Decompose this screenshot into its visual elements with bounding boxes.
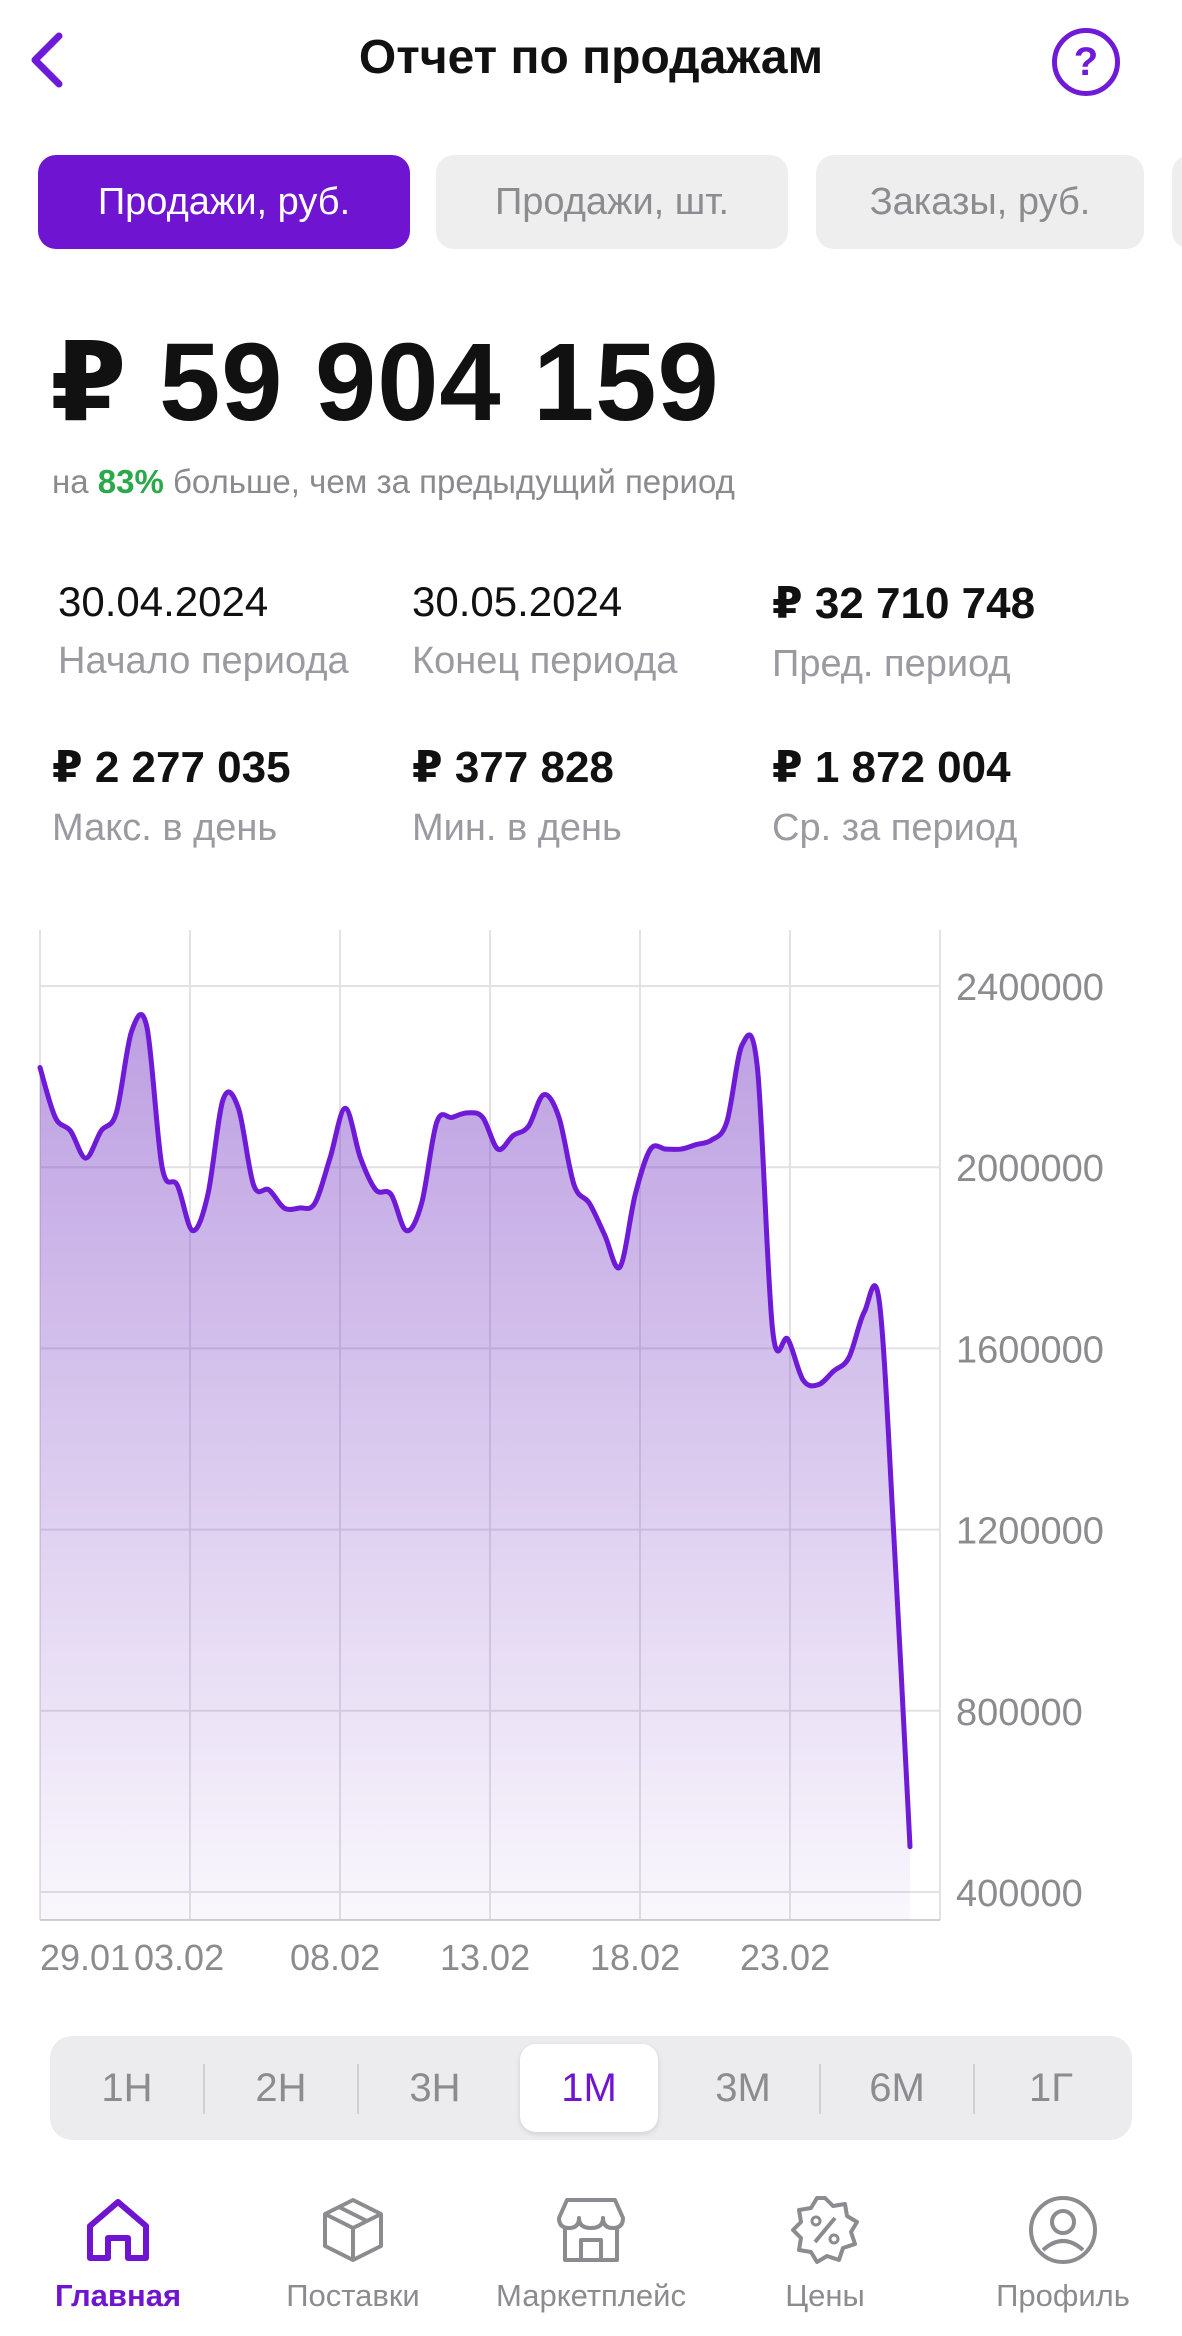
total-sales-value: ₽ 59 904 159 <box>50 321 720 444</box>
stat-label: Пред. период <box>772 643 1011 685</box>
stat-value: ₽ 2 277 035 <box>52 743 291 792</box>
period-3m[interactable]: 3М <box>715 2065 771 2110</box>
stat-label: Мин. в день <box>412 807 622 849</box>
change-suffix: больше, чем за предыдущий период <box>163 463 735 500</box>
stat-min-day: ₽ 377 828 Мин. в день <box>412 742 622 850</box>
y-tick-label: 2000000 <box>956 1148 1104 1190</box>
stat-period-end: 30.05.2024 Конец периода <box>412 578 677 683</box>
x-tick-label: 29.01 <box>40 1937 130 1978</box>
tab-sales-rub[interactable]: Продажи, руб. <box>38 155 410 249</box>
help-button[interactable]: ? <box>1052 28 1120 96</box>
nav-profile[interactable]: Профиль <box>968 2190 1158 2330</box>
home-icon <box>78 2190 158 2270</box>
y-tick-label: 400000 <box>956 1873 1083 1915</box>
sales-chart[interactable]: 2400000 2000000 1600000 1200000 800000 400000… <box>0 930 1182 1990</box>
y-tick-label: 1600000 <box>956 1329 1104 1371</box>
x-tick-label: 03.02 <box>134 1937 224 1978</box>
question-icon: ? <box>1073 39 1099 84</box>
tab-orders-rub[interactable]: Заказы, руб. <box>816 155 1144 249</box>
stat-value: 30.05.2024 <box>412 578 623 625</box>
chevron-left-icon <box>31 32 63 88</box>
y-tick-label: 2400000 <box>956 967 1104 1009</box>
tab-sales-pcs[interactable]: Продажи, шт. <box>436 155 788 249</box>
metric-tabs: Продажи, руб. Продажи, шт. Заказы, руб. <box>38 155 1182 251</box>
page-title: Отчет по продажам <box>358 31 824 84</box>
nav-home[interactable]: Главная <box>23 2190 213 2330</box>
box-icon <box>313 2190 393 2270</box>
period-3w[interactable]: 3Н <box>409 2065 461 2110</box>
change-prefix: на <box>52 463 98 500</box>
period-2w[interactable]: 2Н <box>255 2065 307 2110</box>
change-percent: 83% <box>97 463 164 500</box>
y-tick-label: 1200000 <box>956 1511 1104 1553</box>
period-selector: 1Н 2Н 3Н 1М 3М 6М 1Г <box>50 2036 1132 2140</box>
stat-avg-period: ₽ 1 872 004 Ср. за период <box>772 742 1017 850</box>
nav-label: Профиль <box>996 2278 1130 2313</box>
bottom-nav: Главная Поставки Маркетплейс Цены Профил… <box>0 2180 1182 2336</box>
nav-label: Поставки <box>286 2278 420 2313</box>
nav-prices[interactable]: Цены <box>730 2190 920 2330</box>
chart-svg: 2400000 2000000 1600000 1200000 800000 400000… <box>37 930 1104 1978</box>
period-divider <box>819 2064 821 2114</box>
y-tick-label: 800000 <box>956 1692 1083 1734</box>
chart-line-series <box>37 1011 913 1850</box>
stat-value: ₽ 32 710 748 <box>772 579 1036 628</box>
percent-badge-icon <box>785 2190 865 2270</box>
nav-label: Главная <box>54 2278 182 2313</box>
back-button[interactable] <box>22 30 72 90</box>
nav-label: Маркетплейс <box>496 2278 686 2313</box>
stat-value: ₽ 377 828 <box>412 743 614 792</box>
tab-next-partial[interactable] <box>1172 155 1182 249</box>
x-tick-label: 18.02 <box>590 1937 680 1978</box>
nav-label: Цены <box>785 2278 865 2313</box>
period-6m[interactable]: 6М <box>869 2065 925 2110</box>
stat-label: Конец периода <box>412 640 678 682</box>
stat-value: 30.04.2024 <box>58 578 269 625</box>
x-tick-label: 13.02 <box>440 1937 530 1978</box>
period-divider <box>203 2064 205 2114</box>
stat-label: Макс. в день <box>52 807 278 849</box>
stat-prev-period: ₽ 32 710 748 Пред. период <box>772 578 1035 686</box>
nav-marketplace[interactable]: Маркетплейс <box>496 2190 686 2330</box>
stat-max-day: ₽ 2 277 035 Макс. в день <box>52 742 291 850</box>
change-text: на 83% больше, чем за предыдущий период <box>52 463 735 501</box>
profile-icon <box>1023 2190 1103 2270</box>
header: Отчет по продажам ? <box>0 0 1182 130</box>
x-tick-label: 23.02 <box>740 1937 830 1978</box>
stat-label: Ср. за период <box>772 807 1018 849</box>
period-1w[interactable]: 1Н <box>101 2065 153 2110</box>
period-divider <box>357 2064 359 2114</box>
period-1m[interactable]: 1М <box>520 2044 658 2132</box>
stat-period-start: 30.04.2024 Начало периода <box>58 578 349 683</box>
nav-supplies[interactable]: Поставки <box>258 2190 448 2330</box>
x-tick-label: 08.02 <box>290 1937 380 1978</box>
period-divider <box>973 2064 975 2114</box>
stat-label: Начало периода <box>58 640 349 682</box>
period-1y[interactable]: 1Г <box>1029 2065 1073 2110</box>
chart-area-fill <box>40 1014 910 1920</box>
store-icon <box>551 2190 631 2270</box>
stat-value: ₽ 1 872 004 <box>772 743 1011 792</box>
